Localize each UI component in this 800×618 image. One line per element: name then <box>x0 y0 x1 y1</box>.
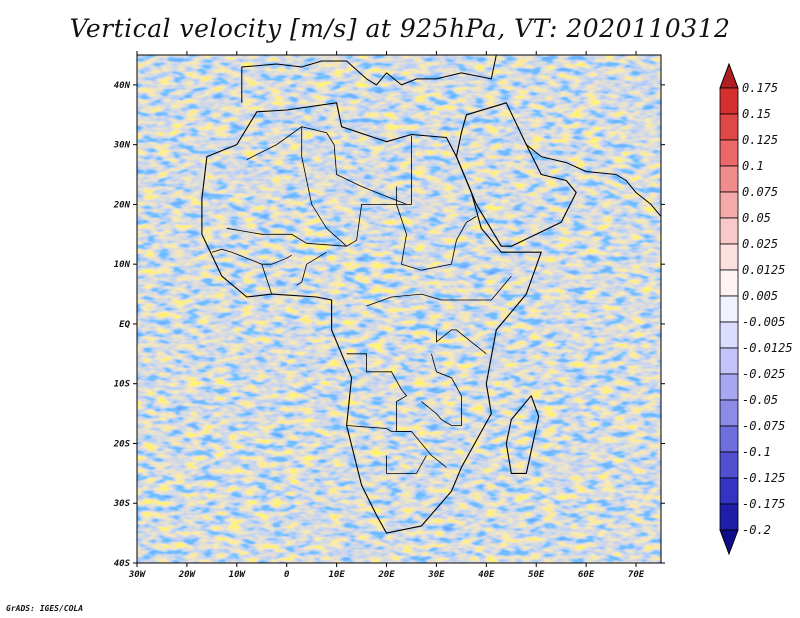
country-border <box>346 353 412 432</box>
lon-tick-label: 70E <box>628 570 645 580</box>
colorbar-label: 0.15 <box>742 107 771 121</box>
colorbar-label: 0.125 <box>742 133 778 147</box>
colorbar-segment <box>719 269 739 297</box>
colorbar-label: 0.005 <box>742 289 778 303</box>
colorbar-label: -0.1 <box>742 445 771 459</box>
country-border <box>296 251 327 286</box>
colorbar-segment <box>719 347 739 375</box>
arabia-coastline <box>455 102 577 247</box>
colorbar-segment <box>719 243 739 271</box>
lon-tick-label: 40E <box>478 570 495 580</box>
colorbar: 0.175 0.15 0.125 0.1 0.075 0.05 0.025 0.0125 0.0… <box>719 62 793 556</box>
colorbar-segment <box>719 295 739 323</box>
lat-tick-label: 20S <box>113 439 131 449</box>
colorbar-label: -0.175 <box>742 497 785 511</box>
country-border <box>366 275 512 307</box>
lat-tick-label: 40N <box>114 81 131 91</box>
colorbar-segment <box>719 477 739 505</box>
lon-tick-label: 30W <box>128 570 147 580</box>
colorbar-label: -0.05 <box>742 393 778 407</box>
lon-tick-label: 10E <box>328 570 345 580</box>
europe-coastline <box>241 55 497 103</box>
lon-tick-label: 0 <box>284 570 290 580</box>
country-border <box>261 254 292 265</box>
lat-tick-label: EQ <box>119 320 130 330</box>
colorbar-label: -0.075 <box>742 419 785 433</box>
madagascar-coastline <box>505 395 540 474</box>
colorbar-segment <box>719 321 739 349</box>
colorbar-segment <box>719 451 739 479</box>
velocity-field <box>137 55 661 563</box>
colorbar-top-arrow <box>719 62 739 89</box>
colorbar-label: 0.1 <box>742 159 764 173</box>
colorbar-segment <box>719 373 739 401</box>
colorbar-segment <box>719 139 739 167</box>
country-border <box>301 126 347 247</box>
colorbar-label: -0.0125 <box>742 341 793 355</box>
lon-tick-label: 20E <box>377 570 395 580</box>
colorbar-label: 0.175 <box>742 81 778 95</box>
colorbar-segment <box>719 87 739 115</box>
country-border <box>421 353 462 426</box>
lat-tick-label: 10S <box>114 380 131 390</box>
lon-tick-label: 60E <box>578 570 595 580</box>
longitude-axis: 30W 20W 10W 0 10E 20E 30E 40E 50E 60E 70E <box>128 51 645 580</box>
lon-tick-label: 50E <box>528 570 545 580</box>
lat-tick-label: 30N <box>113 141 131 151</box>
country-border <box>386 455 427 474</box>
colorbar-bottom-arrow <box>719 529 739 556</box>
colorbar-segment <box>719 217 739 245</box>
colorbar-label: -0.2 <box>742 523 771 537</box>
map-frame <box>136 54 662 564</box>
lat-tick-label: 20N <box>113 200 131 210</box>
lon-tick-label: 30E <box>427 570 445 580</box>
colorbar-segment <box>719 399 739 427</box>
colorbar-segment <box>719 503 739 531</box>
colorbar-label: -0.025 <box>742 367 785 381</box>
colorbar-label: 0.075 <box>742 185 778 199</box>
country-border <box>396 186 477 271</box>
colorbar-label: -0.005 <box>742 315 785 329</box>
lat-tick-label: 10N <box>114 260 131 270</box>
lat-tick-label: 30S <box>113 499 131 509</box>
colorbar-segment <box>719 165 739 193</box>
africa-coastline <box>201 102 542 534</box>
lon-tick-label: 20W <box>178 570 197 580</box>
grads-credit: GrADS: IGES/COLA <box>6 604 84 613</box>
country-border <box>246 126 412 205</box>
country-border <box>435 329 487 355</box>
country-border <box>226 203 407 247</box>
colorbar-label: -0.125 <box>742 471 785 485</box>
latitude-axis: 40N 30N 20N 10N EQ 10S 20S 30S 40S <box>113 81 665 569</box>
chart-title: Vertical velocity [m/s] at 925hPa, VT: 2… <box>69 14 731 43</box>
lon-tick-label: 10W <box>229 570 247 580</box>
colorbar-segment <box>719 425 739 453</box>
colorbar-label: 0.0125 <box>742 263 785 277</box>
colorbar-segment <box>719 113 739 141</box>
country-border <box>211 248 273 295</box>
country-border <box>346 425 447 468</box>
iran-coastline <box>525 144 661 217</box>
lat-tick-label: 40S <box>114 559 131 569</box>
colorbar-segment <box>719 191 739 219</box>
colorbar-label: 0.025 <box>742 237 778 251</box>
colorbar-label: 0.05 <box>742 211 771 225</box>
